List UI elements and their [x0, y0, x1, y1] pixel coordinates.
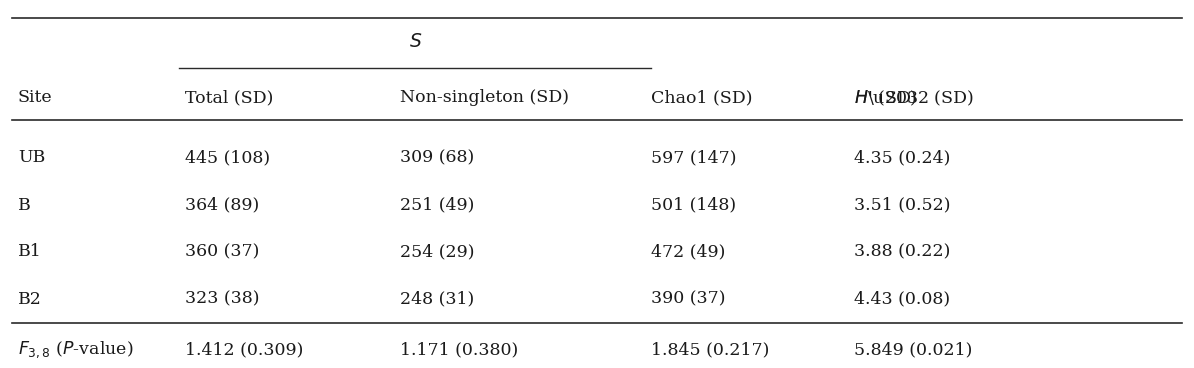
- Text: Site: Site: [18, 89, 53, 106]
- Text: 390 (37): 390 (37): [651, 290, 725, 308]
- Text: 1.412 (0.309): 1.412 (0.309): [185, 342, 303, 358]
- Text: 4.43 (0.08): 4.43 (0.08): [854, 290, 950, 308]
- Text: $\mathit{F}_{3,8}$ ($\mathit{P}$-value): $\mathit{F}_{3,8}$ ($\mathit{P}$-value): [18, 340, 134, 360]
- Text: 3.51 (0.52): 3.51 (0.52): [854, 197, 950, 213]
- Text: 3.88 (0.22): 3.88 (0.22): [854, 244, 950, 261]
- Text: B2: B2: [18, 290, 42, 308]
- Text: 501 (148): 501 (148): [651, 197, 736, 213]
- Text: 323 (38): 323 (38): [185, 290, 259, 308]
- Text: 5.849 (0.021): 5.849 (0.021): [854, 342, 972, 358]
- Text: $\mathit{S}$: $\mathit{S}$: [408, 33, 423, 51]
- Text: $\mathit{H}$\u2032 (SD): $\mathit{H}$\u2032 (SD): [854, 88, 973, 107]
- Text: $\mathit{H}$' (SD): $\mathit{H}$' (SD): [854, 88, 917, 107]
- Text: 248 (31): 248 (31): [400, 290, 474, 308]
- Text: 309 (68): 309 (68): [400, 149, 474, 166]
- Text: 254 (29): 254 (29): [400, 244, 474, 261]
- Text: 251 (49): 251 (49): [400, 197, 474, 213]
- Text: 364 (89): 364 (89): [185, 197, 259, 213]
- Text: 445 (108): 445 (108): [185, 149, 270, 166]
- Text: 472 (49): 472 (49): [651, 244, 725, 261]
- Text: 360 (37): 360 (37): [185, 244, 259, 261]
- Text: 597 (147): 597 (147): [651, 149, 737, 166]
- Text: 1.171 (0.380): 1.171 (0.380): [400, 342, 518, 358]
- Text: UB: UB: [18, 149, 45, 166]
- Text: 4.35 (0.24): 4.35 (0.24): [854, 149, 950, 166]
- Text: Non-singleton (SD): Non-singleton (SD): [400, 89, 570, 106]
- Text: B: B: [18, 197, 31, 213]
- Text: Total (SD): Total (SD): [185, 89, 273, 106]
- Text: B1: B1: [18, 244, 42, 261]
- Text: Chao1 (SD): Chao1 (SD): [651, 89, 752, 106]
- Text: 1.845 (0.217): 1.845 (0.217): [651, 342, 769, 358]
